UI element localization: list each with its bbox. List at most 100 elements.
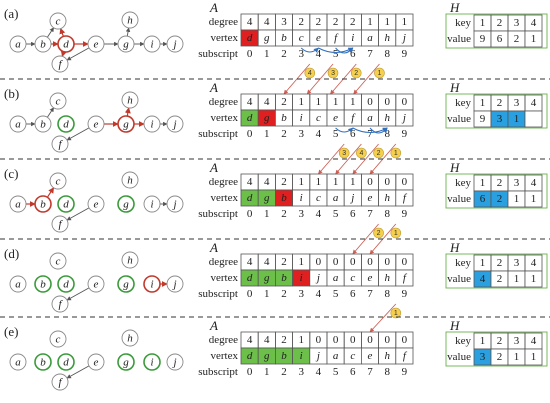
degree-value: 4 xyxy=(264,176,270,188)
array-title: A xyxy=(209,80,218,95)
step-badge-number: 1 xyxy=(378,70,382,77)
degree-value: 2 xyxy=(350,16,356,28)
subscript-value: 1 xyxy=(264,366,270,378)
graph-node-g xyxy=(117,275,135,293)
graph-node-d xyxy=(57,195,75,213)
vertex-value: d xyxy=(247,112,253,124)
degree-value: 2 xyxy=(333,16,339,28)
graph-node-d xyxy=(57,275,75,293)
degree-value: 2 xyxy=(281,334,287,346)
hash-value: 1 xyxy=(531,193,537,205)
hash-key-label: key xyxy=(455,257,471,269)
step-badge xyxy=(304,67,316,79)
hash-value-cell xyxy=(524,348,543,366)
degree-value: 0 xyxy=(402,176,408,188)
subscript-value: 7 xyxy=(367,288,373,300)
graph-node-b xyxy=(34,35,52,53)
graph-node-label-h: h xyxy=(127,175,133,187)
graph-node-b xyxy=(34,195,52,213)
graph-node-i xyxy=(143,353,161,371)
degree-value: 1 xyxy=(367,16,373,28)
hash-value: 2 xyxy=(497,193,503,205)
graph-node-f xyxy=(51,373,69,391)
vertex-value: g xyxy=(264,112,270,124)
graph-node-label-a: a xyxy=(15,119,21,131)
graph-edge xyxy=(46,27,55,38)
array-title: A xyxy=(209,240,218,255)
degree-value: 2 xyxy=(281,176,287,188)
degree-value: 4 xyxy=(247,256,253,268)
graph-node-label-e: e xyxy=(94,119,99,131)
graph-node-e xyxy=(87,275,105,293)
row-label-vertex: vertex xyxy=(211,350,239,362)
vertex-value: a xyxy=(367,112,373,124)
vertex-value: e xyxy=(333,112,338,124)
step-badge-number: 4 xyxy=(308,70,312,77)
degree-value: 0 xyxy=(367,334,373,346)
subscript-value: 6 xyxy=(350,366,356,378)
vertex-value: a xyxy=(333,350,339,362)
vertex-value: h xyxy=(384,112,390,124)
graph-node-label-b: b xyxy=(40,39,46,51)
vertex-value: b xyxy=(281,272,287,284)
vertex-value: f xyxy=(403,350,408,362)
degree-value: 4 xyxy=(264,334,270,346)
step-badge xyxy=(390,307,402,319)
transition-arrow xyxy=(318,143,345,175)
vertex-value: b xyxy=(281,32,287,44)
panel-label: (c) xyxy=(4,166,18,181)
step-badge-number: 4 xyxy=(359,150,363,157)
hash-value: 1 xyxy=(514,113,520,125)
hash-key-value: 2 xyxy=(497,97,503,109)
graph-node-f xyxy=(51,55,69,73)
subscript-value: 6 xyxy=(350,48,356,60)
transition-arrow xyxy=(335,143,362,175)
graph-node-c xyxy=(49,12,67,30)
graph-node-label-i: i xyxy=(150,119,153,131)
graph-node-label-d: d xyxy=(63,279,69,291)
vertex-value: g xyxy=(264,350,270,362)
vertex-value: c xyxy=(350,350,355,362)
vertex-cell xyxy=(395,269,414,287)
graph-node-label-e: e xyxy=(94,279,99,291)
hash-box xyxy=(445,253,548,289)
hash-value-label: value xyxy=(447,33,471,45)
row-label-degree: degree xyxy=(209,96,238,108)
row-label-degree: degree xyxy=(209,334,238,346)
graph-node-label-a: a xyxy=(15,199,21,211)
graph-node-a xyxy=(9,195,27,213)
subscript-value: 5 xyxy=(333,128,339,140)
subscript-value: 2 xyxy=(281,366,287,378)
hash-value-cell xyxy=(524,270,543,288)
degree-value: 1 xyxy=(298,176,304,188)
degree-value: 4 xyxy=(247,176,253,188)
subscript-value: 2 xyxy=(281,208,287,220)
swap-arrow xyxy=(300,47,319,53)
vertex-value: e xyxy=(316,32,321,44)
degree-value: 0 xyxy=(402,96,408,108)
graph-node-h xyxy=(121,329,139,347)
vertex-value: c xyxy=(316,112,321,124)
subscript-value: 0 xyxy=(247,48,253,60)
vertex-value: c xyxy=(316,192,321,204)
step-badge-number: 1 xyxy=(394,150,398,157)
degree-value: 1 xyxy=(298,334,304,346)
vertex-value: a xyxy=(333,192,339,204)
graph-node-j xyxy=(166,115,184,133)
degree-value: 0 xyxy=(333,334,339,346)
degree-value: 0 xyxy=(367,96,373,108)
subscript-value: 6 xyxy=(350,128,356,140)
hash-value: 1 xyxy=(514,193,520,205)
graph-node-j xyxy=(166,353,184,371)
degree-value: 3 xyxy=(281,16,287,28)
vertex-value: e xyxy=(368,192,373,204)
row-label-vertex: vertex xyxy=(211,192,239,204)
graph-node-b xyxy=(34,275,52,293)
vertex-cell xyxy=(395,189,414,207)
hash-key-value: 4 xyxy=(531,97,537,109)
hash-value-label: value xyxy=(447,351,471,363)
degree-value: 0 xyxy=(367,256,373,268)
